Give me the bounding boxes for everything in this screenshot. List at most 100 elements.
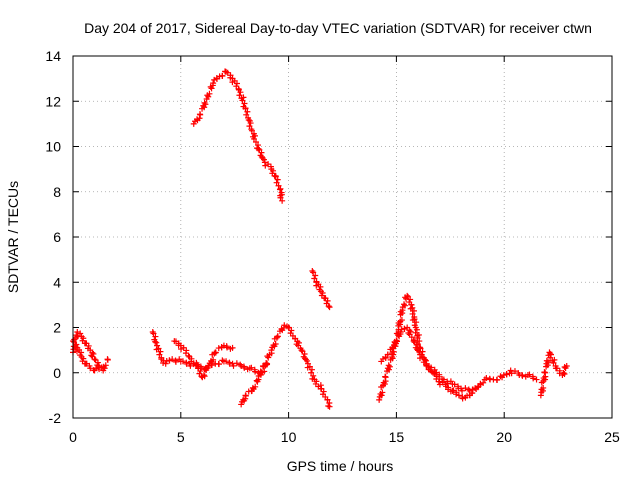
data-point <box>511 368 518 375</box>
data-point <box>563 362 570 369</box>
data-point <box>248 364 255 371</box>
series-satellite-arc-9 <box>378 324 482 394</box>
x-tick-label: 0 <box>69 429 77 445</box>
data-point <box>459 395 466 402</box>
data-point <box>394 338 401 345</box>
data-point <box>261 368 268 375</box>
data-point <box>561 371 568 378</box>
data-point <box>95 362 102 369</box>
data-point <box>245 117 252 124</box>
series-satellite-arc-10 <box>537 349 570 399</box>
data-point <box>455 392 462 399</box>
data-point <box>376 396 383 403</box>
y-tick-label: 6 <box>53 229 61 245</box>
data-point <box>382 373 389 380</box>
data-point <box>185 352 192 359</box>
data-point <box>239 97 246 104</box>
data-point <box>263 360 270 367</box>
plot-frame <box>72 55 613 419</box>
series-satellite-arc-7 <box>309 267 333 311</box>
data-point <box>550 359 557 366</box>
data-point <box>475 383 482 390</box>
data-point <box>398 317 405 324</box>
data-point <box>480 379 487 386</box>
data-point <box>166 357 173 364</box>
data-point <box>409 304 416 311</box>
x-tick-label: 5 <box>177 429 185 445</box>
data-point <box>246 123 253 130</box>
data-point <box>201 99 208 106</box>
data-point <box>324 396 331 403</box>
data-point <box>440 376 447 383</box>
data-point <box>236 92 243 99</box>
data-point <box>205 362 212 369</box>
data-point <box>560 369 567 376</box>
grid-lines <box>73 56 612 418</box>
data-point <box>223 358 230 365</box>
data-point <box>219 72 226 79</box>
data-point <box>541 369 548 376</box>
data-point <box>178 346 185 353</box>
data-point <box>310 269 317 276</box>
data-point <box>275 182 282 189</box>
data-point <box>229 344 236 351</box>
data-point <box>407 328 414 335</box>
data-point <box>233 80 240 87</box>
data-point <box>326 403 333 410</box>
data-point <box>308 366 315 373</box>
data-point <box>295 339 302 346</box>
data-point <box>224 344 231 351</box>
data-point <box>247 120 254 127</box>
data-point <box>244 108 251 115</box>
data-point <box>188 358 195 365</box>
data-point <box>410 307 417 314</box>
series-satellite-arc-3 <box>149 329 271 376</box>
data-point <box>324 297 331 304</box>
x-tick-label: 15 <box>389 429 405 445</box>
data-point <box>155 345 162 352</box>
series-satellite-arc-8 <box>376 292 540 403</box>
data-point <box>169 356 176 363</box>
data-point <box>250 135 257 142</box>
data-point <box>237 89 244 96</box>
tick-labels: 0 5 10 15 20 25 -2 0 2 4 6 8 10 12 14 <box>45 48 620 445</box>
data-point <box>519 372 526 379</box>
data-point <box>265 354 272 361</box>
y-tick-label: 4 <box>53 274 61 290</box>
data-point <box>243 111 250 118</box>
y-tick-label: 0 <box>53 365 61 381</box>
data-point <box>182 350 189 357</box>
data-point <box>196 111 203 118</box>
data-point <box>77 330 84 337</box>
y-tick-label: 8 <box>53 184 61 200</box>
data-point <box>156 351 163 358</box>
data-point <box>325 403 332 410</box>
y-axis-label: SDTVAR / TECUs <box>5 181 21 293</box>
data-point <box>212 349 219 356</box>
data-point <box>526 371 533 378</box>
data-point <box>274 333 281 340</box>
data-point <box>416 348 423 355</box>
data-point <box>274 176 281 183</box>
data-point <box>102 362 109 369</box>
x-tick-label: 10 <box>281 429 297 445</box>
data-point <box>279 197 286 204</box>
data-point <box>533 376 540 383</box>
y-tick-label: 10 <box>45 139 61 155</box>
data-point <box>312 272 319 279</box>
data-point <box>276 186 283 193</box>
data-point <box>483 374 490 381</box>
data-point <box>210 80 217 87</box>
data-point <box>407 296 414 303</box>
data-point <box>397 329 404 336</box>
data-point <box>414 341 421 348</box>
data-point <box>508 370 515 377</box>
data-point <box>453 391 460 398</box>
data-point <box>87 365 94 372</box>
data-point <box>411 316 418 323</box>
data-point <box>272 173 279 180</box>
data-point <box>242 392 249 399</box>
data-point <box>187 362 194 369</box>
data-point <box>190 120 197 127</box>
